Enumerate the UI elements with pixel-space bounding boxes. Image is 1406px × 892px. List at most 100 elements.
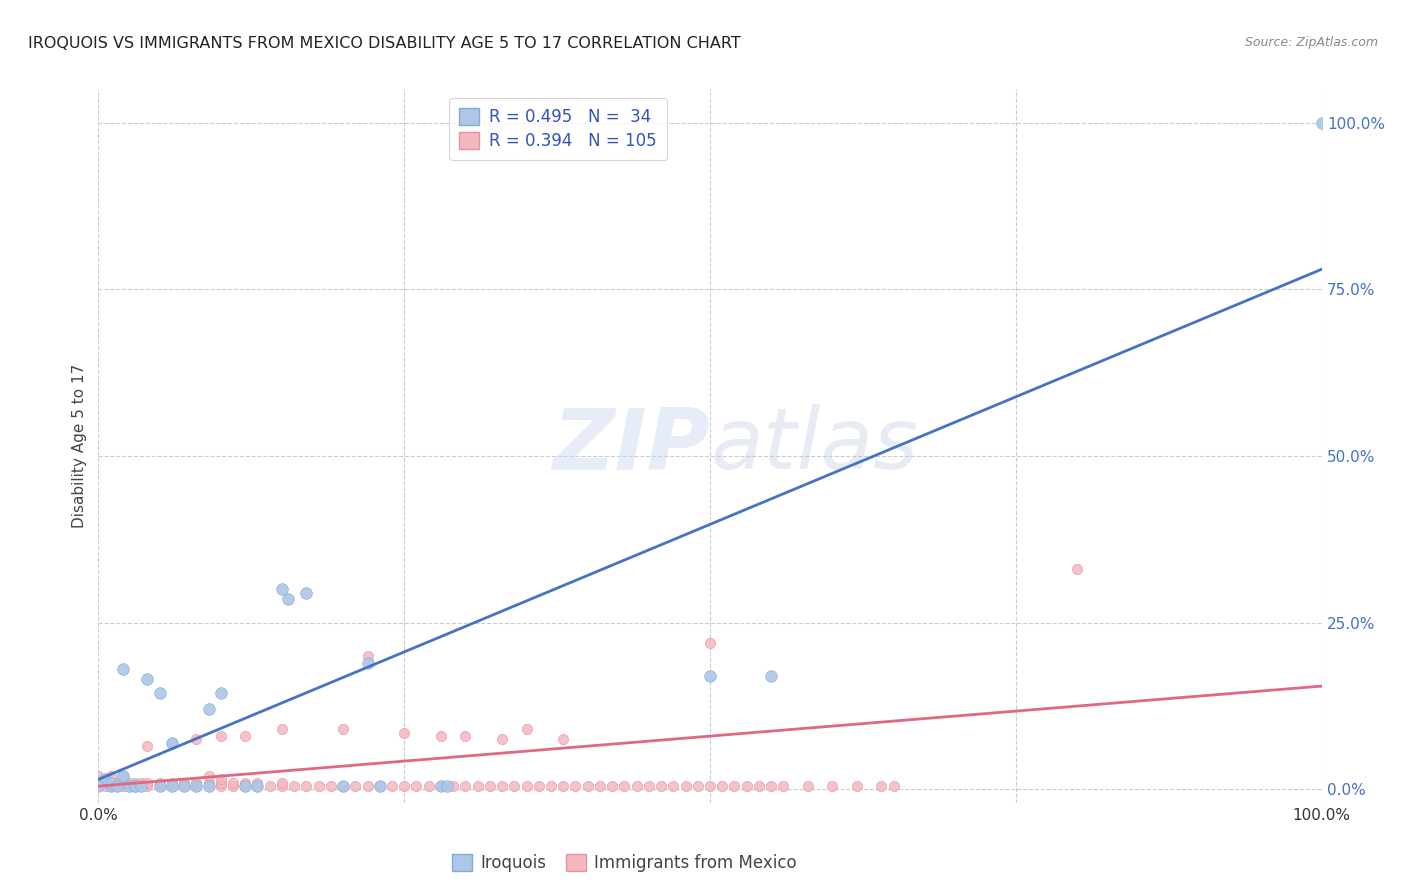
Point [613,779,636,793]
Point [118,779,141,793]
Point [735,779,758,793]
Point [270,582,294,597]
Point [430,779,453,793]
Point [87,769,110,783]
Point [467,779,489,793]
Point [259,779,281,793]
Point [209,686,232,700]
Point [149,776,172,790]
Point [576,779,599,793]
Point [160,736,183,750]
Legend: Iroquois, Immigrants from Mexico: Iroquois, Immigrants from Mexico [443,846,806,880]
Point [209,772,232,787]
Point [222,779,245,793]
Point [283,779,305,793]
Point [270,723,294,737]
Point [295,585,318,599]
Point [491,779,513,793]
Point [821,779,844,793]
Point [149,779,172,793]
Point [748,779,770,793]
Text: ZIP: ZIP [553,404,710,488]
Point [93,772,115,787]
Point [124,776,146,790]
Point [699,669,721,683]
Point [222,776,245,790]
Point [430,779,453,793]
Point [186,779,208,793]
Point [662,779,685,793]
Point [711,779,734,793]
Point [246,779,269,793]
Point [149,686,172,700]
Point [136,776,159,790]
Point [503,779,526,793]
Point [173,779,195,793]
Point [405,779,427,793]
Point [761,779,783,793]
Point [515,723,537,737]
Point [1310,115,1333,129]
Point [124,779,146,793]
Point [277,592,299,607]
Point [699,636,721,650]
Point [454,779,477,793]
Point [233,779,256,793]
Point [870,779,893,793]
Point [344,779,367,793]
Point [270,779,294,793]
Point [136,739,159,753]
Point [626,779,648,793]
Point [368,779,391,793]
Point [111,769,134,783]
Point [295,779,318,793]
Point [124,779,146,793]
Point [430,729,453,743]
Point [368,779,391,793]
Point [173,776,195,790]
Point [233,729,256,743]
Point [105,779,128,793]
Point [173,779,195,793]
Point [100,776,122,790]
Point [686,779,709,793]
Point [149,779,172,793]
Point [136,673,159,687]
Point [418,779,440,793]
Point [186,776,208,790]
Point [233,776,256,790]
Point [197,702,219,716]
Point [436,779,458,793]
Point [1066,562,1088,576]
Point [675,779,697,793]
Point [186,732,208,747]
Point [87,776,110,790]
Point [209,729,232,743]
Point [332,779,354,793]
Point [319,779,342,793]
Point [111,769,134,783]
Point [111,776,134,790]
Point [105,779,128,793]
Point [118,779,141,793]
Point [723,779,745,793]
Point [111,662,134,676]
Point [356,779,378,793]
Point [381,779,404,793]
Point [124,779,146,793]
Point [129,776,152,790]
Point [600,779,623,793]
Point [160,779,183,793]
Point [209,779,232,793]
Point [699,779,721,793]
Text: Source: ZipAtlas.com: Source: ZipAtlas.com [1244,36,1378,49]
Point [246,779,269,793]
Point [100,776,122,790]
Point [100,779,122,793]
Point [136,779,159,793]
Point [332,779,354,793]
Point [540,779,562,793]
Point [638,779,661,793]
Point [883,779,905,793]
Point [209,776,232,790]
